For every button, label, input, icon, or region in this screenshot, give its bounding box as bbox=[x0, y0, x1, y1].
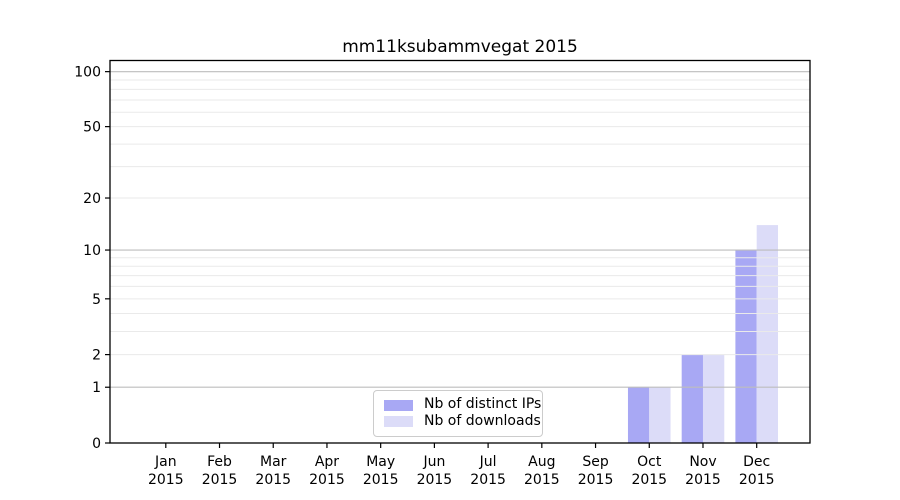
y-tick-label: 50 bbox=[83, 120, 101, 136]
x-tick-label-year-aug: 2015 bbox=[524, 472, 560, 488]
x-tick-label-year-feb: 2015 bbox=[202, 472, 238, 488]
x-tick-label-month-oct: Oct bbox=[637, 454, 662, 470]
legend-label-distinct-ips: Nb of distinct IPs bbox=[424, 396, 542, 413]
legend-swatch-downloads bbox=[384, 416, 413, 428]
x-tick-label-year-may: 2015 bbox=[363, 472, 399, 488]
chart-layers: 0 1 2 5 10 20 50 100 Jan 2015 Feb 2015 Mar 2015 Apr 201… bbox=[74, 59, 811, 488]
bar-downloads-oct bbox=[649, 387, 671, 443]
x-tick-label-month-may: May bbox=[366, 454, 395, 470]
bar-distinct-ips-oct bbox=[627, 387, 650, 443]
x-tick-label-month-feb: Feb bbox=[207, 454, 232, 470]
bar-distinct-ips-dec bbox=[735, 250, 757, 443]
y-tick-label: 1 bbox=[92, 380, 101, 396]
legend-label-downloads: Nb of downloads bbox=[424, 413, 541, 430]
x-tick-label-year-oct: 2015 bbox=[631, 472, 667, 488]
x-tick-label-month-nov: Nov bbox=[689, 454, 716, 470]
bar-distinct-ips-nov bbox=[681, 354, 703, 443]
x-tick-label-month-sep: Sep bbox=[582, 454, 609, 470]
x-tick-label-month-aug: Aug bbox=[528, 454, 555, 470]
y-tick-label: 100 bbox=[74, 65, 101, 81]
y-tick-label: 0 bbox=[92, 436, 101, 452]
bar-downloads-dec bbox=[756, 225, 778, 443]
y-tick-label: 10 bbox=[83, 243, 101, 259]
x-tick-label-month-apr: Apr bbox=[315, 454, 339, 470]
x-tick-label-year-jun: 2015 bbox=[417, 472, 453, 488]
plot-frame bbox=[109, 59, 811, 444]
legend-entry-downloads: Nb of downloads bbox=[384, 413, 541, 429]
x-tick-label-month-dec: Dec bbox=[743, 454, 770, 470]
x-tick-label-month-jul: Jul bbox=[479, 454, 497, 470]
x-tick-label-year-dec: 2015 bbox=[739, 472, 775, 488]
chart-title: mm11ksubammvegat 2015 bbox=[342, 37, 578, 57]
bar-downloads-nov bbox=[702, 354, 725, 443]
legend-swatch-distinct-ips bbox=[384, 399, 413, 411]
y-tick-label: 2 bbox=[92, 348, 101, 364]
legend: Nb of distinct IPs Nb of downloads bbox=[373, 390, 543, 437]
x-tick-label-month-jun: Jun bbox=[422, 454, 445, 470]
x-tick-label-year-sep: 2015 bbox=[578, 472, 614, 488]
y-tick-label: 20 bbox=[83, 191, 101, 207]
x-tick-label-month-mar: Mar bbox=[260, 454, 287, 470]
x-tick-label-month-jan: Jan bbox=[154, 454, 177, 470]
x-tick-label-year-mar: 2015 bbox=[255, 472, 291, 488]
x-tick-label-year-jul: 2015 bbox=[470, 472, 506, 488]
y-tick-label: 5 bbox=[92, 292, 101, 308]
x-tick-label-year-nov: 2015 bbox=[685, 472, 721, 488]
x-tick-label-year-jan: 2015 bbox=[148, 472, 184, 488]
legend-entry-distinct-ips: Nb of distinct IPs bbox=[384, 397, 541, 412]
x-tick-label-year-apr: 2015 bbox=[309, 472, 345, 488]
